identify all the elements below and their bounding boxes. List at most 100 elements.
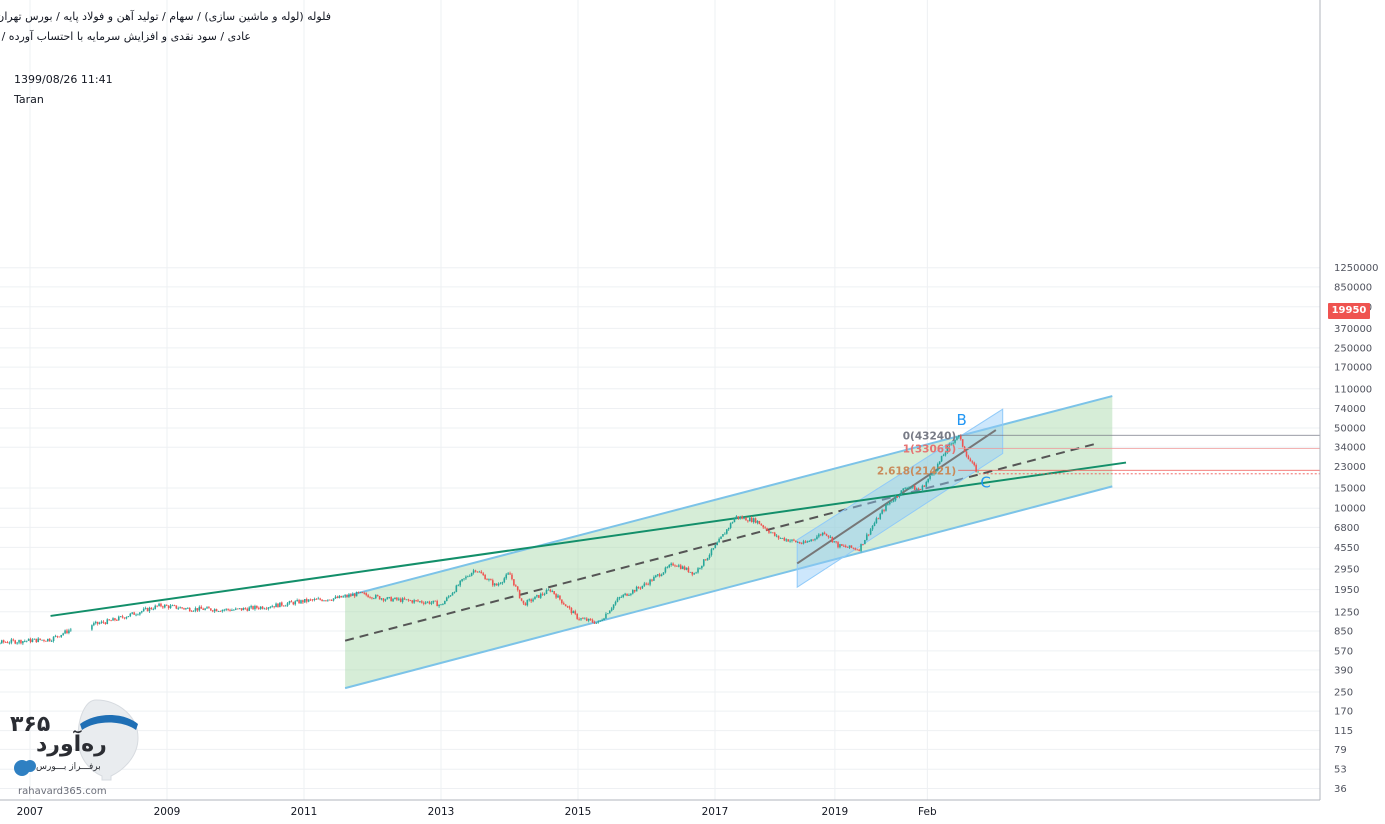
candle-body	[338, 595, 341, 599]
candle-body	[305, 599, 308, 602]
candle-body	[390, 597, 392, 602]
candle-body	[428, 601, 431, 604]
candle-body	[150, 607, 153, 610]
candle-body	[846, 547, 849, 548]
candle-body	[975, 465, 977, 472]
candle-body	[599, 620, 601, 622]
candle-body	[712, 548, 715, 550]
candle-body	[511, 574, 513, 580]
candle-body	[630, 593, 632, 595]
candle-body	[302, 600, 304, 603]
fib-level-label: 0(43240)	[903, 430, 956, 442]
candle-body	[772, 532, 774, 534]
candle-body	[910, 487, 912, 489]
candle-body	[624, 593, 626, 595]
candle-body	[342, 596, 344, 598]
candle-body	[612, 604, 615, 609]
candle-body	[741, 516, 743, 519]
candle-body	[933, 473, 935, 475]
candle-body	[622, 594, 625, 597]
candle-body	[618, 597, 621, 599]
candle-body	[0, 640, 3, 644]
candle-body	[217, 611, 220, 612]
candle-body	[737, 516, 740, 519]
candle-body	[977, 471, 979, 473]
candle-body	[681, 566, 684, 569]
candle-body	[965, 451, 968, 457]
price-axis[interactable]: 1250000850000570000370000250000170000110…	[1319, 0, 1379, 800]
candle-body	[386, 597, 389, 600]
candle-body	[921, 485, 924, 490]
time-tick-label: 2007	[17, 806, 44, 818]
candle-body	[576, 613, 578, 619]
candle-body	[50, 640, 53, 642]
candle-body	[321, 599, 323, 602]
candle-body	[8, 642, 11, 644]
candle-body	[795, 540, 797, 543]
candle-body	[10, 639, 13, 643]
candle-body	[277, 603, 279, 608]
candle-body	[501, 582, 504, 584]
candle-body	[837, 542, 839, 548]
candle-body	[938, 461, 941, 465]
candle-body	[472, 570, 475, 573]
candle-body	[929, 475, 931, 479]
candle-body	[793, 539, 795, 541]
candle-body	[536, 595, 538, 597]
candle-body	[520, 598, 523, 601]
candle-body	[476, 571, 479, 573]
candle-body	[679, 565, 682, 569]
candle-body	[140, 611, 143, 613]
candle-body	[860, 544, 862, 551]
price-tick-label: 850000	[1334, 282, 1372, 293]
candle-body	[683, 566, 686, 570]
candle-body	[392, 599, 394, 602]
time-tick-label: 2019	[822, 806, 849, 818]
candle-body	[154, 605, 157, 610]
candle-body	[119, 616, 122, 618]
candle-body	[697, 568, 699, 573]
candle-body	[43, 639, 45, 641]
candle-body	[889, 502, 891, 505]
candle-body	[474, 570, 477, 572]
candle-body	[304, 599, 306, 603]
candle-body	[969, 459, 972, 462]
candle-body	[179, 607, 181, 609]
candle-body	[919, 489, 922, 491]
candle-body	[522, 600, 525, 604]
last-price-tag: 19950	[1328, 303, 1370, 319]
candle-body	[380, 598, 383, 600]
candle-body	[351, 593, 354, 596]
candle-body	[733, 518, 736, 523]
candle-body	[336, 596, 339, 599]
snapshot-source: Taran	[14, 93, 44, 106]
candle-body	[894, 496, 897, 501]
candle-body	[655, 575, 657, 577]
candle-body	[334, 596, 337, 599]
candle-body	[839, 544, 841, 548]
candle-body	[900, 490, 903, 496]
candle-body	[35, 638, 38, 643]
price-tick-label: 50000	[1334, 424, 1366, 435]
candle-body	[68, 630, 70, 634]
steep-channel	[796, 408, 1004, 589]
candle-body	[724, 533, 726, 535]
candle-body	[12, 639, 15, 641]
candle-body	[871, 525, 874, 530]
candle-body	[288, 601, 291, 604]
candle-body	[442, 604, 444, 605]
candle-body	[515, 585, 517, 587]
price-tick-label: 6800	[1334, 523, 1359, 534]
time-axis[interactable]: 2007 2009 2011 2013 2015 2017 2019 Feb	[0, 799, 1320, 818]
candle-body	[541, 593, 544, 595]
candle-body	[748, 517, 751, 522]
candle-body	[259, 606, 262, 609]
candle-body	[768, 530, 770, 533]
candle-body	[881, 510, 883, 514]
candle-body	[710, 549, 713, 555]
candle-body	[4, 642, 7, 643]
candle-body	[800, 543, 803, 545]
candle-body	[298, 600, 300, 604]
candle-body	[486, 579, 488, 581]
